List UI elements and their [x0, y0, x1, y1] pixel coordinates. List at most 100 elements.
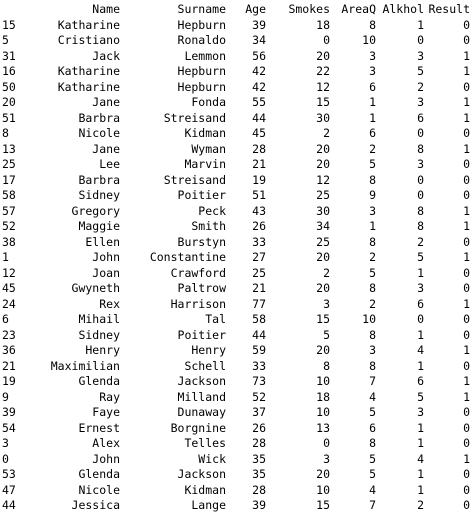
cell-age: 73 — [252, 374, 266, 388]
table-row: 0 John Wick 35 3 5 4 1 — [2, 452, 470, 468]
cell-age: 43 — [252, 203, 266, 218]
cell-name: Gregory — [71, 203, 120, 218]
cell-alkhol: 3 — [417, 157, 424, 171]
cell-smokes: 13 — [316, 420, 330, 435]
cell-alkhol: 1 — [417, 482, 424, 497]
cell-alkhol: 1 — [417, 436, 424, 450]
cell-age: 25 — [252, 265, 266, 280]
cell-smokes: 20 — [316, 157, 330, 171]
cell-alkhol: 3 — [417, 281, 424, 295]
cell-surname: Streisand — [163, 110, 226, 125]
cell-surname: Harrison — [170, 296, 226, 311]
cell-smokes: 30 — [316, 110, 330, 125]
cell-areaq: 5 — [369, 467, 376, 481]
cell-index: 20 — [2, 95, 16, 109]
cell-surname: Marvin — [184, 157, 226, 171]
cell-age: 28 — [252, 482, 266, 497]
cell-index: 1 — [2, 250, 9, 264]
cell-areaq: 10 — [362, 33, 376, 47]
cell-alkhol: 1 — [417, 17, 424, 32]
cell-alkhol: 5 — [417, 389, 424, 404]
cell-result: 1 — [463, 64, 470, 78]
cell-name: John — [92, 250, 120, 264]
table-row: 54 Ernest Borgnine 26 13 6 1 0 — [2, 421, 470, 437]
cell-smokes: 10 — [316, 405, 330, 419]
cell-index: 17 — [2, 172, 16, 187]
cell-index: 31 — [2, 48, 16, 63]
cell-surname: Hepburn — [177, 17, 226, 32]
cell-alkhol: 0 — [417, 188, 424, 202]
table-row: 23 Sidney Poitier 44 5 8 1 0 — [2, 328, 470, 344]
cell-surname: Kidman — [184, 482, 226, 497]
cell-areaq: 1 — [369, 95, 376, 109]
cell-result: 0 — [463, 33, 470, 47]
cell-surname: Milland — [177, 389, 226, 404]
cell-areaq: 8 — [369, 327, 376, 342]
cell-age: 34 — [252, 33, 266, 47]
table-body: 15 Katharine Hepburn 39 18 8 1 0 5 Cristiano Ronal… — [2, 18, 470, 514]
cell-surname: Schell — [184, 358, 226, 373]
header-surname: Surname — [177, 2, 226, 16]
cell-name: Jack — [92, 48, 120, 63]
table-row: 57 Gregory Peck 43 30 3 8 1 — [2, 204, 470, 220]
cell-result: 0 — [463, 126, 470, 140]
table-row: 25 Lee Marvin 21 20 5 3 0 — [2, 157, 470, 173]
cell-surname: Jackson — [177, 374, 226, 388]
cell-age: 77 — [252, 296, 266, 311]
cell-index: 38 — [2, 234, 16, 249]
cell-areaq: 5 — [369, 265, 376, 280]
cell-age: 26 — [252, 219, 266, 233]
cell-smokes: 3 — [323, 451, 330, 466]
cell-areaq: 5 — [369, 451, 376, 466]
cell-areaq: 2 — [369, 250, 376, 264]
cell-smokes: 22 — [316, 64, 330, 78]
cell-age: 39 — [252, 17, 266, 32]
cell-result: 0 — [463, 312, 470, 326]
cell-areaq: 5 — [369, 405, 376, 419]
cell-age: 44 — [252, 327, 266, 342]
cell-result: 0 — [463, 405, 470, 419]
cell-surname: Burstyn — [177, 234, 226, 249]
cell-name: Henry — [85, 343, 120, 357]
cell-name: Gwyneth — [71, 281, 120, 295]
table-row: 20 Jane Fonda 55 15 1 3 1 — [2, 95, 470, 111]
cell-surname: Fonda — [191, 95, 226, 109]
cell-areaq: 8 — [369, 436, 376, 450]
cell-smokes: 15 — [316, 95, 330, 109]
cell-name: Ray — [99, 389, 120, 404]
cell-age: 37 — [252, 405, 266, 419]
cell-surname: Constantine — [149, 250, 226, 264]
cell-alkhol: 6 — [417, 110, 424, 125]
cell-alkhol: 1 — [417, 327, 424, 342]
cell-areaq: 10 — [362, 312, 376, 326]
cell-surname: Ronaldo — [177, 33, 226, 47]
cell-index: 15 — [2, 17, 16, 32]
cell-smokes: 20 — [316, 467, 330, 481]
cell-alkhol: 0 — [417, 126, 424, 140]
cell-name: Katharine — [57, 79, 120, 94]
cell-areaq: 3 — [369, 64, 376, 78]
cell-areaq: 4 — [369, 482, 376, 497]
cell-index: 21 — [2, 358, 16, 373]
cell-surname: Smith — [191, 219, 226, 233]
cell-name: Ernest — [78, 420, 120, 435]
cell-name: Mihail — [78, 312, 120, 326]
table-row: 53 Glenda Jackson 35 20 5 1 0 — [2, 467, 470, 483]
cell-areaq: 3 — [369, 48, 376, 63]
cell-smokes: 30 — [316, 203, 330, 218]
table-row: 44 Jessica Lange 39 15 7 2 0 — [2, 498, 470, 514]
cell-age: 33 — [252, 358, 266, 373]
cell-result: 1 — [463, 203, 470, 218]
table-row: 51 Barbra Streisand 44 30 1 6 1 — [2, 111, 470, 127]
cell-smokes: 10 — [316, 482, 330, 497]
cell-surname: Wyman — [191, 141, 226, 156]
cell-smokes: 25 — [316, 234, 330, 249]
cell-smokes: 20 — [316, 281, 330, 295]
cell-alkhol: 5 — [417, 64, 424, 78]
cell-index: 51 — [2, 110, 16, 125]
cell-age: 52 — [252, 389, 266, 404]
header-smokes: Smokes — [288, 2, 330, 16]
cell-smokes: 5 — [323, 327, 330, 342]
cell-name: Sidney — [78, 188, 120, 202]
cell-age: 45 — [252, 126, 266, 140]
